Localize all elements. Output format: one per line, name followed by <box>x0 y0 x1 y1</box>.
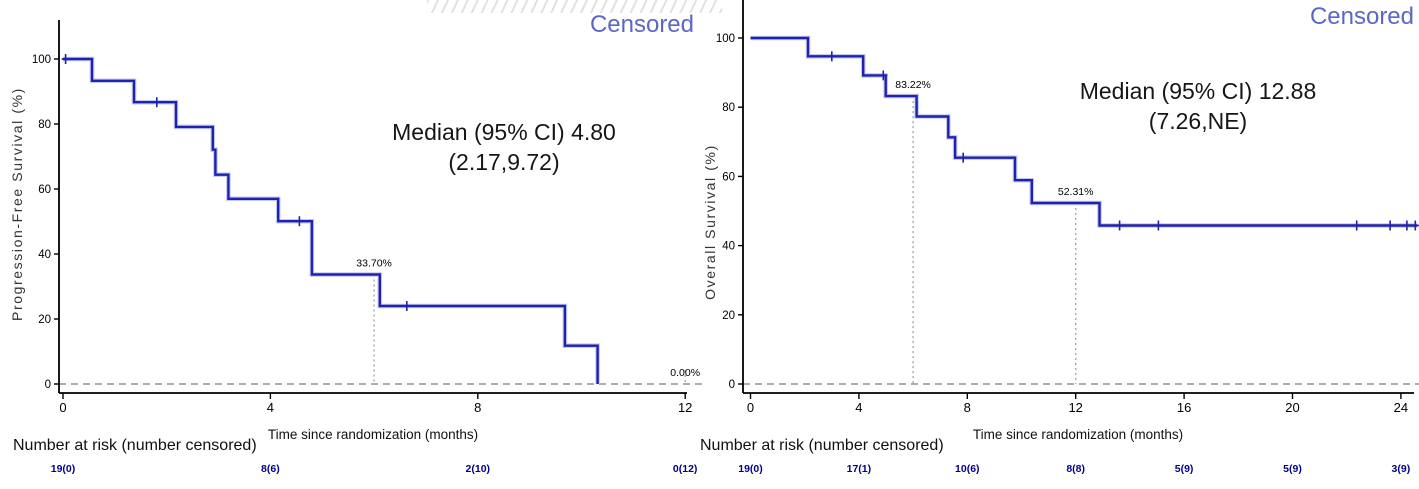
y-tick-label: 80 <box>722 102 735 114</box>
y-tick-label: 100 <box>32 54 51 66</box>
x-tick-label: 0 <box>747 400 754 415</box>
pfs-median-line1: Median (95% CI) 4.80 <box>392 119 616 145</box>
at-risk-value: 17(1) <box>846 463 872 475</box>
pfs-y-axis-title: Progression-Free Survival (%) <box>9 87 25 321</box>
os-y-axis-title: Overall Survival (%) <box>702 144 718 300</box>
y-tick-label: 0 <box>45 379 51 391</box>
y-tick-label: 60 <box>38 184 51 196</box>
os-at-risk-row: 19(0) 17(1) 10(6) 8(8) 5(9) 5(9) 3(9) <box>0 463 1419 479</box>
pfs-at-risk-row: 19(0) 8(6) 2(10) 0(12) <box>0 463 1419 479</box>
os-median-line1: Median (95% CI) 12.88 <box>1079 78 1317 104</box>
annotation-label: 33.70% <box>356 258 392 270</box>
x-tick-label: 8 <box>474 400 481 415</box>
os-at-risk-label: Number at risk (number censored) <box>700 437 944 454</box>
x-tick-label: 20 <box>1285 400 1299 415</box>
y-tick-label: 20 <box>722 310 735 322</box>
x-tick-label: 4 <box>855 400 862 415</box>
km-curve <box>750 36 1418 227</box>
at-risk-value: 5(9) <box>1283 463 1302 475</box>
at-risk-value: 19(0) <box>50 463 76 475</box>
y-tick-label: 0 <box>729 379 735 391</box>
x-tick-label: 16 <box>1177 400 1191 415</box>
y-tick-label: 60 <box>722 171 735 183</box>
pfs-censored-legend: Censored <box>589 11 694 38</box>
at-risk-value: 3(9) <box>1391 463 1411 475</box>
pfs-x-axis-title: Time since randomization (months) <box>267 427 479 442</box>
km-chart-os: 83.22% 52.31% 0 4 8 12 16 20 24 0 20 40 60 80 100 <box>716 0 1419 415</box>
os-median-line2: (7.26,NE) <box>1148 108 1248 134</box>
km-chart-pfs: 33.70% 0.00% 0 4 8 12 0 20 40 60 80 100 <box>32 20 703 415</box>
annotation-label: 52.31% <box>1058 186 1094 198</box>
at-risk-value: 19(0) <box>738 463 763 475</box>
os-censored-legend: Censored <box>1309 3 1414 30</box>
x-tick-label: 24 <box>1394 400 1408 415</box>
x-tick-label: 4 <box>267 400 274 415</box>
annotation-label: 0.00% <box>670 367 700 379</box>
pfs-median-annotation: Median (95% CI) 4.80 (2.17,9.72) <box>354 117 654 177</box>
at-risk-value: 8(8) <box>1066 463 1086 475</box>
y-tick-label: 40 <box>722 241 735 253</box>
pfs-at-risk-label: Number at risk (number censored) <box>13 437 257 454</box>
x-tick-label: 8 <box>964 400 971 415</box>
x-tick-label: 0 <box>59 400 66 415</box>
at-risk-value: 5(9) <box>1174 463 1194 475</box>
at-risk-value: 0(12) <box>672 463 698 475</box>
at-risk-value: 8(6) <box>261 463 280 475</box>
at-risk-value: 2(10) <box>465 463 491 475</box>
km-curve-halo <box>63 56 600 384</box>
y-tick-label: 40 <box>38 249 51 261</box>
y-tick-label: 100 <box>716 33 735 45</box>
x-tick-label: 12 <box>678 400 692 415</box>
at-risk-value: 10(6) <box>955 463 980 475</box>
annotation-label: 83.22% <box>895 79 931 91</box>
x-tick-label: 12 <box>1068 400 1082 415</box>
pfs-median-line2: (2.17,9.72) <box>448 149 560 175</box>
os-x-axis-title: Time since randomization (months) <box>972 427 1184 442</box>
km-curve <box>63 57 599 384</box>
y-tick-label: 80 <box>38 119 51 131</box>
hatch-artifact <box>427 0 722 13</box>
y-tick-label: 20 <box>38 314 51 326</box>
os-median-annotation: Median (95% CI) 12.88 (7.26,NE) <box>1048 76 1348 136</box>
